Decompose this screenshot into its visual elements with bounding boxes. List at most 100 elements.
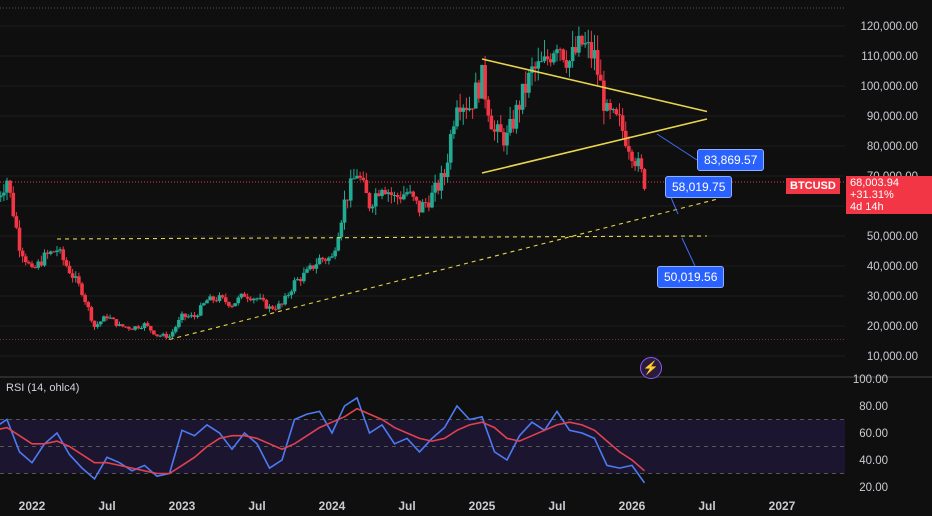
price-gridlines: [0, 25, 845, 357]
time-tick-label: Jul: [98, 499, 115, 513]
candle-body: [267, 306, 272, 309]
candle-body: [339, 222, 344, 238]
candle-body: [308, 265, 312, 270]
time-tick-label: Jul: [248, 499, 265, 513]
candle-body: [211, 296, 216, 301]
candle-body: [627, 146, 631, 152]
rsi-lines: [0, 396, 646, 484]
time-tick-label: 2022: [19, 499, 46, 513]
rsi-band-fill: [0, 419, 845, 474]
candle-body: [620, 115, 625, 131]
candle-body: [186, 316, 191, 318]
candle-body: [530, 66, 534, 73]
candle-body: [536, 61, 541, 69]
candle-body: [461, 107, 466, 112]
candle-body: [270, 306, 275, 309]
symbol-tag: BTCUSD: [786, 178, 840, 194]
candle-body: [255, 298, 259, 300]
candle-body: [295, 279, 300, 281]
candle-body: [608, 102, 612, 111]
candle-body: [495, 124, 500, 132]
candle-body: [558, 49, 562, 51]
callout-58019[interactable]: 58,019.75: [665, 176, 733, 198]
candle-body: [227, 302, 231, 307]
candle-body: [380, 189, 384, 196]
candle-body: [152, 330, 156, 335]
candle-body: [220, 295, 225, 298]
candle-body: [39, 261, 44, 266]
candle-body: [123, 326, 128, 328]
candle-body: [77, 276, 81, 284]
callout-83869[interactable]: 83,869.57: [697, 149, 765, 171]
candle-body: [127, 326, 131, 329]
candle-body: [436, 182, 441, 191]
candle-body: [223, 297, 228, 303]
candle-body: [480, 65, 484, 99]
candle-body: [589, 42, 594, 59]
candle-body: [189, 315, 194, 317]
candle-body: [342, 199, 347, 223]
candle-body: [361, 177, 366, 181]
candle-body: [320, 257, 325, 260]
candle-body: [289, 291, 294, 296]
rsi-tick-label: 40.00: [859, 455, 888, 467]
candle-body: [130, 328, 134, 330]
candle-body: [145, 323, 150, 326]
candle-body: [192, 315, 197, 318]
last-price: 68,003.94: [850, 177, 899, 189]
candle-body: [639, 158, 644, 170]
candle-body: [514, 104, 519, 129]
time-tick-label: 2024: [319, 499, 346, 513]
candle-body: [464, 107, 469, 111]
candle-body: [292, 280, 297, 292]
candle-body: [602, 80, 606, 111]
candle-body: [336, 237, 341, 251]
candle-body: [355, 175, 359, 179]
candle-body: [102, 316, 106, 322]
candle-body: [477, 82, 481, 99]
candle-body: [505, 132, 509, 146]
candle-body: [458, 107, 462, 112]
price-tick-label: 10,000.00: [867, 351, 918, 363]
candle-body: [252, 298, 256, 301]
candle-body: [64, 260, 69, 266]
candle-body: [517, 104, 522, 110]
candle-body: [105, 316, 109, 319]
candle-body: [202, 303, 206, 306]
candle-body: [0, 195, 3, 198]
candle-body: [36, 261, 41, 268]
candle-body: [17, 227, 22, 251]
horizontal-levels: [0, 7, 845, 340]
candle-body: [86, 302, 91, 308]
candle-body: [395, 194, 400, 198]
candle-body: [33, 267, 37, 269]
candle-body: [239, 293, 244, 298]
candle-body: [511, 118, 516, 129]
candle-body: [408, 191, 412, 193]
price-change: +31.31%: [850, 189, 894, 201]
candle-body: [489, 115, 494, 130]
candle-body: [120, 324, 125, 327]
candle-body: [142, 323, 147, 329]
candle-body: [617, 114, 622, 116]
candle-body: [636, 158, 641, 167]
callout-connectors: [656, 133, 698, 267]
candle-body: [414, 196, 419, 201]
candle-body: [542, 56, 547, 62]
candle-body: [448, 134, 453, 163]
candle-body: [286, 295, 291, 297]
candle-body: [545, 56, 550, 60]
lightning-icon[interactable]: ⚡: [640, 357, 662, 379]
candle-body: [23, 256, 28, 263]
candle-body: [333, 250, 337, 257]
callout-50019[interactable]: 50,019.56: [657, 266, 725, 288]
candle-body: [583, 43, 587, 45]
candle-body: [452, 126, 456, 135]
price-tick-label: 90,000.00: [867, 111, 918, 123]
trendline: [481, 118, 708, 174]
candle-body: [280, 303, 284, 305]
candle-body: [370, 206, 375, 209]
candle-body: [70, 273, 75, 278]
candle-body: [402, 194, 406, 200]
